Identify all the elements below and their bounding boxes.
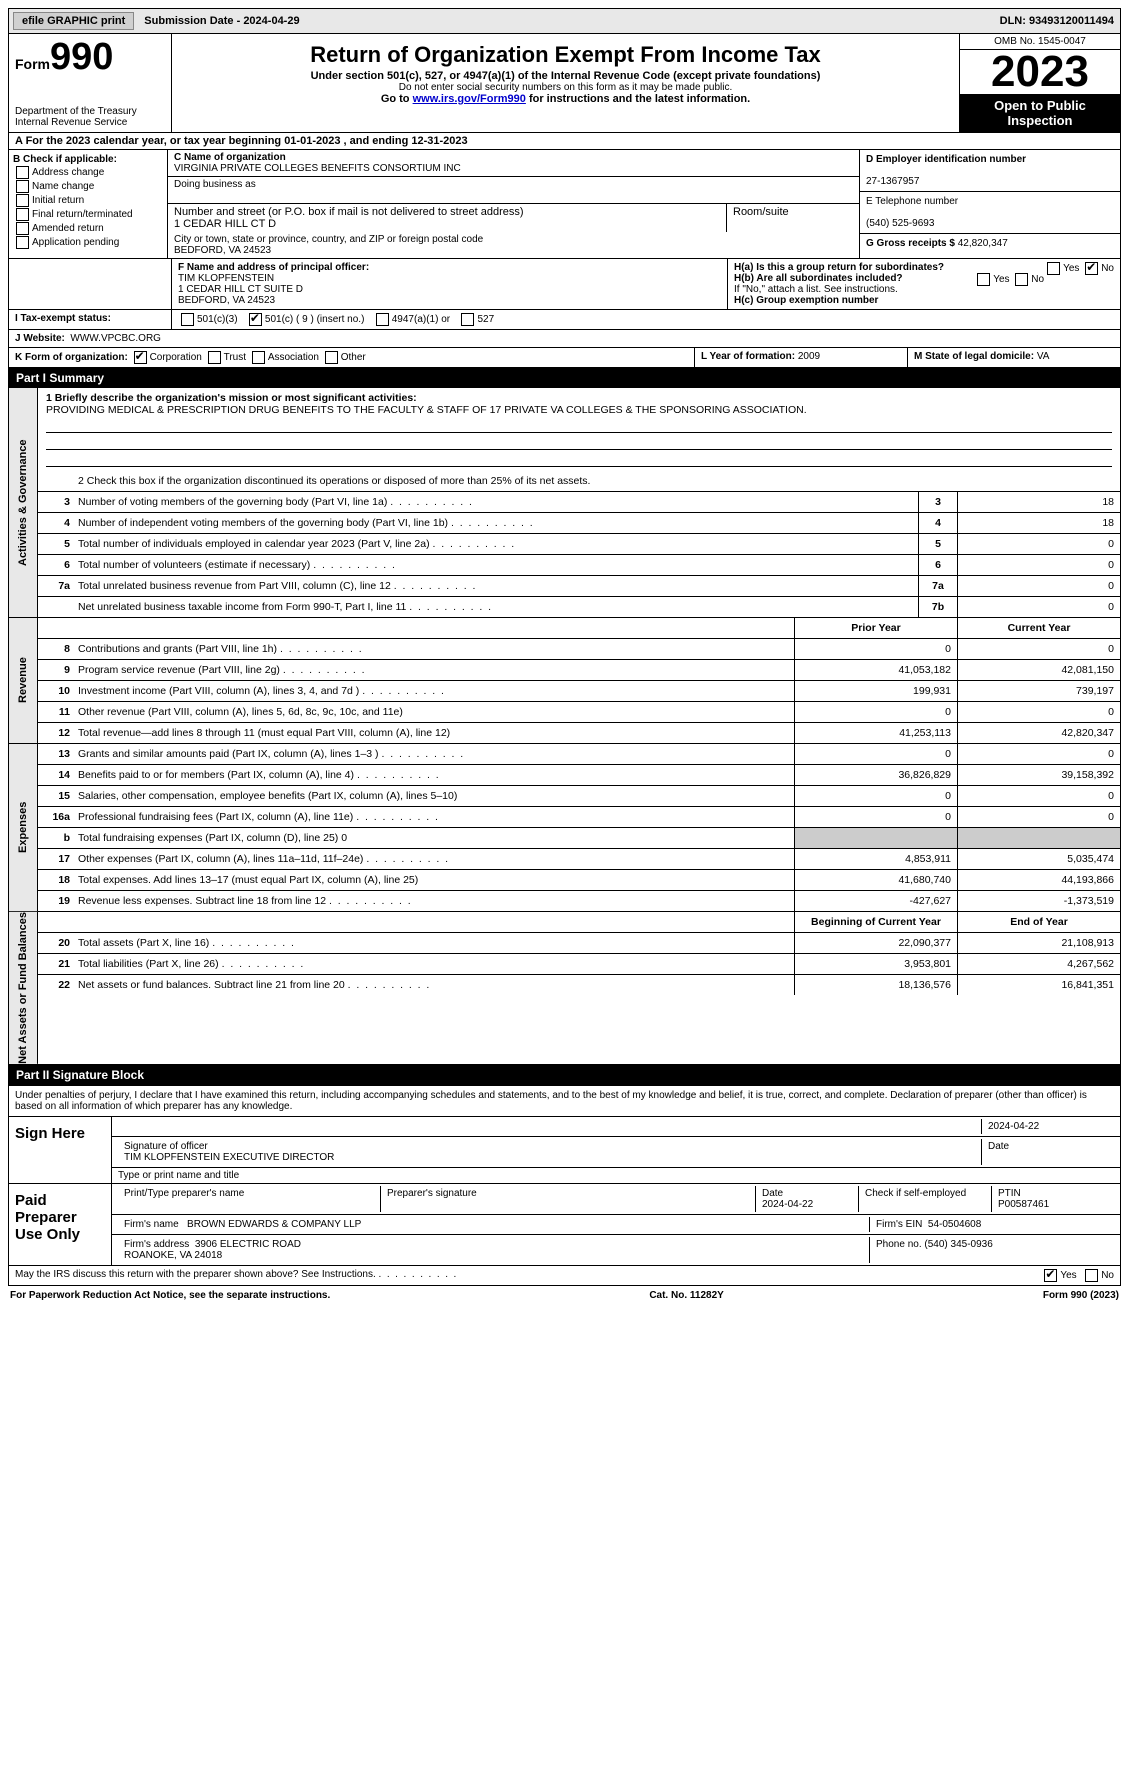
gross-receipts: 42,820,347: [958, 238, 1008, 249]
ein: 27-1367957: [866, 176, 919, 187]
dln: DLN: 93493120011494: [994, 15, 1120, 27]
mission-text: PROVIDING MEDICAL & PRESCRIPTION DRUG BE…: [46, 404, 807, 416]
topbar: efile GRAPHIC print Submission Date - 20…: [8, 8, 1121, 34]
phone: (540) 525-9693: [866, 218, 934, 229]
form-footer: Form 990 (2023): [1043, 1290, 1119, 1301]
summary-revenue: Revenue Prior YearCurrent Year 8Contribu…: [8, 618, 1121, 744]
form-header: Form990 Department of the Treasury Inter…: [8, 34, 1121, 133]
cat-no: Cat. No. 11282Y: [649, 1290, 723, 1301]
side-revenue: Revenue: [9, 618, 38, 743]
org-info-block: B Check if applicable: Address change Na…: [8, 150, 1121, 259]
open-public-badge: Open to Public Inspection: [960, 94, 1120, 132]
summary-governance: Activities & Governance 1 Briefly descri…: [8, 388, 1121, 618]
goto-note: Go to www.irs.gov/Form990 for instructio…: [178, 93, 953, 105]
submission-date: Submission Date - 2024-04-29: [138, 15, 305, 27]
city: BEDFORD, VA 24523: [174, 245, 271, 256]
signature-block: Under penalties of perjury, I declare th…: [8, 1085, 1121, 1286]
perjury-declaration: Under penalties of perjury, I declare th…: [9, 1086, 1120, 1116]
form-number: 990: [50, 36, 113, 78]
tax-year: 2023: [960, 50, 1120, 94]
section-c: C Name of organization VIRGINIA PRIVATE …: [168, 150, 860, 258]
form-word: Form: [15, 56, 50, 72]
tax-status-row: I Tax-exempt status: 501(c)(3) 501(c) ( …: [8, 310, 1121, 330]
sign-here-label: Sign Here: [9, 1117, 112, 1183]
side-expenses: Expenses: [9, 744, 38, 911]
row-a-period: A For the 2023 calendar year, or tax yea…: [8, 133, 1121, 150]
form-org-row: K Form of organization: Corporation Trus…: [8, 348, 1121, 368]
form-subtitle: Under section 501(c), 527, or 4947(a)(1)…: [178, 70, 953, 82]
summary-netassets: Net Assets or Fund Balances Beginning of…: [8, 912, 1121, 1065]
room-suite: Room/suite: [727, 204, 859, 232]
page-footer: For Paperwork Reduction Act Notice, see …: [8, 1286, 1121, 1305]
summary-expenses: Expenses 13Grants and similar amounts pa…: [8, 744, 1121, 912]
section-d: D Employer identification number 27-1367…: [860, 150, 1120, 258]
part1-header: Part I Summary: [8, 368, 1121, 388]
side-activities: Activities & Governance: [9, 388, 38, 617]
efile-print-button[interactable]: efile GRAPHIC print: [13, 12, 134, 30]
form-title: Return of Organization Exempt From Incom…: [178, 42, 953, 68]
org-name: VIRGINIA PRIVATE COLLEGES BENEFITS CONSO…: [174, 163, 461, 174]
paid-preparer-label: Paid Preparer Use Only: [9, 1184, 112, 1265]
side-netassets: Net Assets or Fund Balances: [9, 912, 38, 1064]
street: 1 CEDAR HILL CT D: [174, 218, 276, 230]
officer-row: F Name and address of principal officer:…: [8, 259, 1121, 310]
irs-link[interactable]: www.irs.gov/Form990: [413, 93, 526, 105]
website-row: J Website: WWW.VPCBC.ORG: [8, 330, 1121, 348]
section-b: B Check if applicable: Address change Na…: [9, 150, 168, 258]
ssn-note: Do not enter social security numbers on …: [178, 82, 953, 93]
website: WWW.VPCBC.ORG: [70, 333, 161, 344]
part2-header: Part II Signature Block: [8, 1065, 1121, 1085]
paperwork-notice: For Paperwork Reduction Act Notice, see …: [10, 1290, 330, 1301]
department: Department of the Treasury Internal Reve…: [15, 106, 165, 128]
